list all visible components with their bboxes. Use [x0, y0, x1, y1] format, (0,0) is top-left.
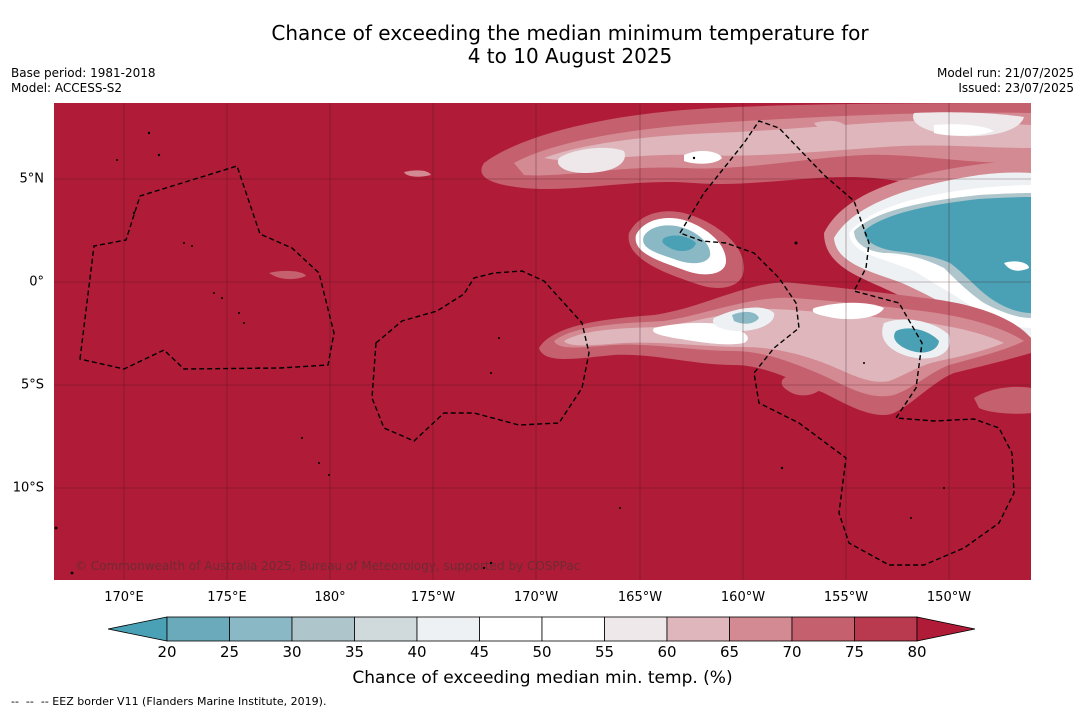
probability-region-north [481, 103, 1031, 194]
colorbar-tick-label: 30 [282, 643, 302, 661]
colorbar-tick-label: 55 [594, 643, 615, 661]
colorbar-tick-label: 65 [719, 643, 740, 661]
probability-region-south [269, 170, 1031, 415]
x-tick: 175°E [207, 590, 247, 605]
colorbar-tick-label: 70 [782, 643, 802, 661]
map-svg [54, 103, 1031, 580]
y-tick: 0° [29, 274, 44, 290]
title-line-1: Chance of exceeding the median minimum t… [271, 21, 869, 45]
eez-borders [79, 120, 1015, 566]
colorbar-segment [666, 616, 730, 642]
colorbar [107, 616, 979, 646]
colorbar-segment [166, 616, 230, 642]
y-tick: 5°N [19, 171, 45, 187]
colorbar-tick-label: 75 [844, 643, 865, 661]
islands [54, 131, 945, 575]
issued-date: Issued: 23/07/2025 [958, 81, 1074, 95]
colorbar-segment [229, 616, 293, 642]
map-panel [54, 103, 1031, 580]
colorbar-segment [291, 616, 355, 642]
colorbar-segment [604, 616, 668, 642]
model-name: Model: ACCESS-S2 [11, 81, 123, 95]
x-tick: 180° [314, 590, 346, 605]
colorbar-tick-label: 60 [657, 643, 677, 661]
map-gridlines [54, 103, 1031, 580]
base-period: Base period: 1981-2018 [11, 66, 156, 80]
model-run: Model run: 21/07/2025 [936, 66, 1074, 80]
eez-legend-footer: -- -- -- EEZ border V11 (Flanders Marine… [11, 695, 327, 708]
colorbar-tick-label: 50 [532, 643, 552, 661]
y-tick: 10°S [12, 480, 44, 496]
x-tick: 160°W [720, 590, 766, 605]
x-tick: 150°W [926, 590, 972, 605]
colorbar-svg [107, 616, 976, 642]
colorbar-segment [416, 616, 480, 642]
copyright-notice: © Commonwealth of Australia 2025, Bureau… [75, 559, 581, 573]
colorbar-tick-label: 35 [344, 643, 365, 661]
colorbar-tick-label: 40 [407, 643, 427, 661]
x-tick: 155°W [823, 590, 869, 605]
colorbar-tick-label: 45 [469, 643, 490, 661]
colorbar-segment [729, 616, 793, 642]
x-tick: 170°W [513, 590, 559, 605]
colorbar-segment [479, 616, 543, 642]
colorbar-extend-high [916, 616, 976, 642]
colorbar-segment [354, 616, 418, 642]
meta-left: Base period: 1981-2018 Model: ACCESS-S2 [11, 66, 156, 96]
probability-region-central [628, 211, 744, 288]
colorbar-extend-low [107, 616, 168, 642]
probability-region-east [824, 161, 1031, 350]
colorbar-segment [854, 616, 918, 642]
x-tick: 165°W [617, 590, 663, 605]
eez-kiribati-gilbert [79, 165, 335, 370]
colorbar-tick-label: 80 [907, 643, 927, 661]
colorbar-tick-label: 25 [219, 643, 240, 661]
y-tick: 5°S [20, 377, 44, 393]
chart-title: Chance of exceeding the median minimum t… [0, 22, 1085, 68]
colorbar-segment [541, 616, 605, 642]
x-tick: 170°E [104, 590, 144, 605]
eez-phoenix [371, 270, 590, 442]
x-tick: 175°W [410, 590, 456, 605]
title-line-2: 4 to 10 August 2025 [467, 44, 673, 68]
colorbar-segment [791, 616, 855, 642]
colorbar-title: Chance of exceeding median min. temp. (%… [352, 668, 733, 688]
eez-line-islands [678, 120, 1015, 566]
colorbar-tick-label: 20 [157, 643, 177, 661]
meta-right: Model run: 21/07/2025 Issued: 23/07/2025 [937, 66, 1074, 96]
